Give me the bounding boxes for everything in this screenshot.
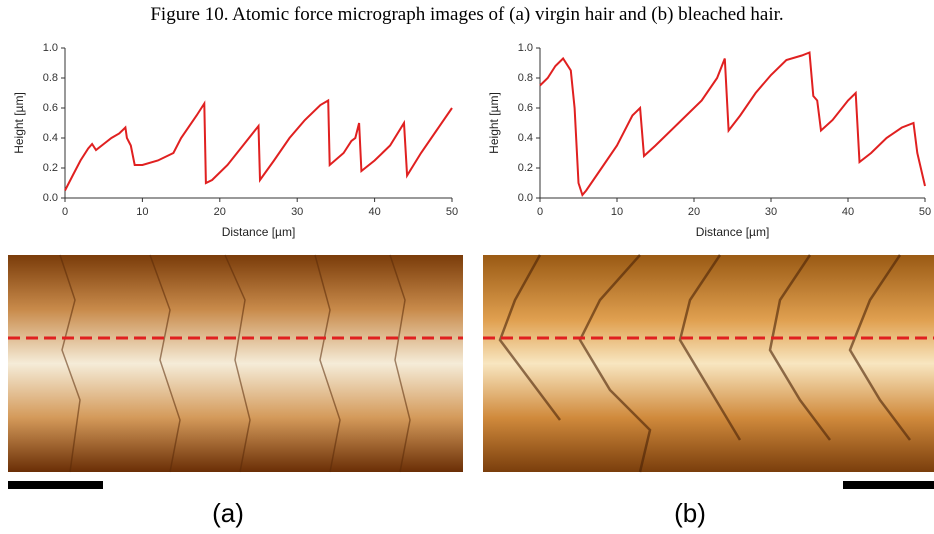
y-tick-label: 0.6 (518, 102, 533, 114)
afm-image-b (483, 254, 934, 489)
x-axis-label: Distance [µm] (696, 225, 770, 239)
x-tick-label: 30 (291, 206, 303, 218)
x-tick-label: 40 (368, 206, 380, 218)
y-tick-label: 1.0 (43, 42, 58, 54)
x-tick-label: 0 (62, 206, 68, 218)
y-tick-label: 0.2 (43, 162, 58, 174)
y-tick-label: 0.2 (518, 162, 533, 174)
caption: Figure 10. Atomic force micrograph image… (150, 4, 783, 25)
y-tick-label: 1.0 (518, 42, 533, 54)
y-axis-label: Height [µm] (12, 92, 26, 154)
x-tick-label: 50 (446, 206, 458, 218)
x-tick-label: 30 (765, 206, 777, 218)
y-tick-label: 0.8 (518, 72, 533, 84)
x-tick-label: 40 (842, 206, 854, 218)
y-tick-label: 0.6 (43, 102, 58, 114)
x-axis-label: Distance [µm] (222, 225, 296, 239)
y-tick-label: 0.0 (43, 192, 58, 204)
y-tick-label: 0.4 (43, 132, 58, 144)
y-tick-label: 0.0 (518, 192, 533, 204)
height-profile (64, 98, 453, 191)
x-tick-label: 10 (611, 206, 623, 218)
panel-label: (b) (674, 498, 706, 528)
afm-image-a (8, 254, 463, 489)
x-tick-label: 10 (136, 206, 148, 218)
x-tick-label: 0 (537, 206, 543, 218)
panel-label: (a) (212, 498, 244, 528)
height-profile (539, 51, 926, 198)
y-axis-label: Height [µm] (487, 92, 501, 154)
x-tick-label: 20 (688, 206, 700, 218)
y-tick-label: 0.8 (43, 72, 58, 84)
y-tick-label: 0.4 (518, 132, 533, 144)
x-tick-label: 50 (919, 206, 931, 218)
x-tick-label: 20 (214, 206, 226, 218)
